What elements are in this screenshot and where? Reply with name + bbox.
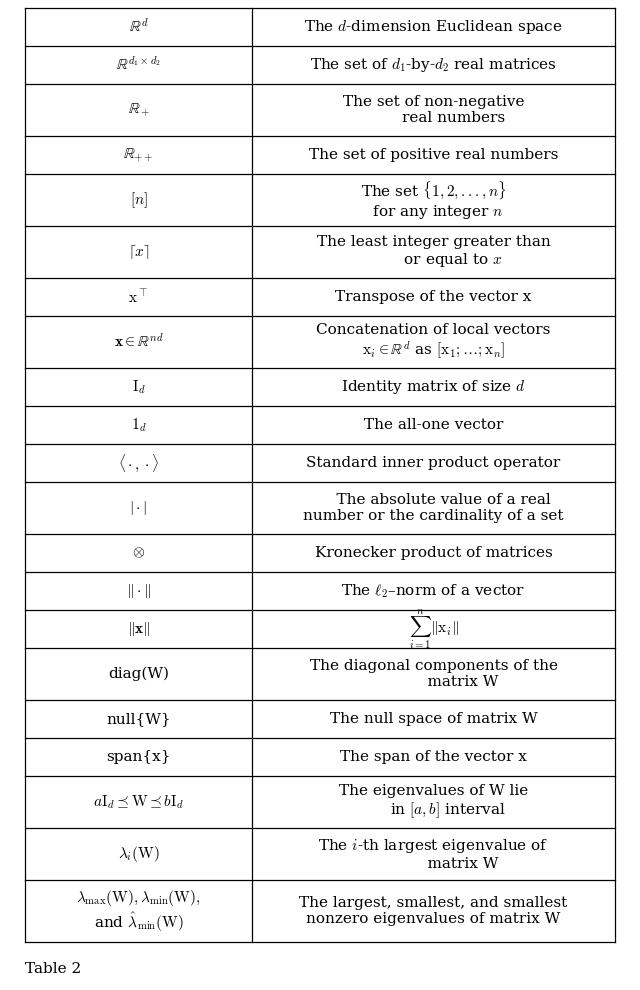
Text: $\mathbb{R}_+$: $\mathbb{R}_+$ bbox=[127, 101, 150, 119]
Text: $[n]$: $[n]$ bbox=[130, 190, 148, 210]
Text: $\lambda_{\max}(\mathrm{W}), \lambda_{\min}(\mathrm{W}),$
and $\hat{\lambda}_{\m: $\lambda_{\max}(\mathrm{W}), \lambda_{\m… bbox=[76, 888, 201, 935]
Text: $\| \cdot \|$: $\| \cdot \|$ bbox=[126, 582, 151, 600]
Text: Concatenation of local vectors
$\mathrm{x}_i \in \mathbb{R}^d$ as $[\mathrm{x}_1: Concatenation of local vectors $\mathrm{… bbox=[316, 323, 551, 361]
Text: The set of positive real numbers: The set of positive real numbers bbox=[309, 148, 558, 162]
Text: The span of the vector x: The span of the vector x bbox=[340, 750, 527, 764]
Text: null{W}: null{W} bbox=[106, 712, 171, 726]
Text: $a\mathrm{I}_d \preceq \mathrm{W} \preceq b\mathrm{I}_d$: $a\mathrm{I}_d \preceq \mathrm{W} \prece… bbox=[93, 793, 184, 811]
Text: The set of non-negative
        real numbers: The set of non-negative real numbers bbox=[343, 95, 524, 125]
Text: The $d$-dimension Euclidean space: The $d$-dimension Euclidean space bbox=[304, 18, 563, 36]
Text: The absolute value of a real
number or the cardinality of a set: The absolute value of a real number or t… bbox=[303, 493, 564, 523]
Text: Kronecker product of matrices: Kronecker product of matrices bbox=[315, 546, 552, 560]
Text: $\mathbb{R}^{d}$: $\mathbb{R}^{d}$ bbox=[129, 18, 148, 36]
Text: $\mathbb{R}_{++}$: $\mathbb{R}_{++}$ bbox=[124, 147, 154, 163]
Text: The largest, smallest, and smallest
nonzero eigenvalues of matrix W: The largest, smallest, and smallest nonz… bbox=[300, 896, 568, 926]
Text: The least integer greater than
        or equal to $x$: The least integer greater than or equal … bbox=[317, 235, 550, 269]
Text: $| \cdot |$: $| \cdot |$ bbox=[129, 499, 148, 517]
Text: $\otimes$: $\otimes$ bbox=[132, 545, 145, 560]
Text: Standard inner product operator: Standard inner product operator bbox=[307, 456, 561, 470]
Text: diag(W): diag(W) bbox=[108, 667, 169, 681]
Text: $\mathbb{R}^{d_1 \times d_2}$: $\mathbb{R}^{d_1 \times d_2}$ bbox=[116, 55, 161, 74]
Text: Identity matrix of size $d$: Identity matrix of size $d$ bbox=[341, 378, 526, 396]
Text: The diagonal components of the
            matrix W: The diagonal components of the matrix W bbox=[310, 659, 557, 689]
Text: Transpose of the vector x: Transpose of the vector x bbox=[335, 290, 532, 304]
Text: $\langle \cdot, \cdot \rangle$: $\langle \cdot, \cdot \rangle$ bbox=[118, 452, 159, 473]
Text: $\lceil x \rceil$: $\lceil x \rceil$ bbox=[128, 243, 149, 261]
Text: The set $\{1, 2, ..., n\}$
  for any integer $n$: The set $\{1, 2, ..., n\}$ for any integ… bbox=[361, 179, 506, 221]
Text: $\lambda_i(\mathrm{W})$: $\lambda_i(\mathrm{W})$ bbox=[118, 844, 159, 864]
Text: The $\ell_2$–norm of a vector: The $\ell_2$–norm of a vector bbox=[342, 582, 525, 600]
Text: $\mathrm{x}^\top$: $\mathrm{x}^\top$ bbox=[129, 288, 148, 306]
Text: $\mathrm{I}_d$: $\mathrm{I}_d$ bbox=[132, 378, 145, 396]
Text: $\sum_{i=1}^{n} \|\mathrm{x}_i\|$: $\sum_{i=1}^{n} \|\mathrm{x}_i\|$ bbox=[409, 607, 458, 650]
Text: $\mathbf{1}_d$: $\mathbf{1}_d$ bbox=[131, 416, 147, 434]
Text: $\mathbf{x} \in \mathbb{R}^{nd}$: $\mathbf{x} \in \mathbb{R}^{nd}$ bbox=[114, 333, 163, 351]
Text: The $i$-th largest eigenvalue of
            matrix W: The $i$-th largest eigenvalue of matrix … bbox=[318, 837, 549, 871]
Text: span{x}: span{x} bbox=[106, 750, 171, 764]
Text: Table 2: Table 2 bbox=[25, 962, 81, 976]
Text: $\|\mathbf{x}\|$: $\|\mathbf{x}\|$ bbox=[127, 620, 150, 638]
Text: The eigenvalues of W lie
      in $[a, b]$ interval: The eigenvalues of W lie in $[a, b]$ int… bbox=[339, 784, 528, 820]
Text: The set of $d_1$-by-$d_2$ real matrices: The set of $d_1$-by-$d_2$ real matrices bbox=[310, 56, 557, 74]
Text: The null space of matrix W: The null space of matrix W bbox=[330, 712, 538, 726]
Text: The all-one vector: The all-one vector bbox=[364, 418, 503, 432]
